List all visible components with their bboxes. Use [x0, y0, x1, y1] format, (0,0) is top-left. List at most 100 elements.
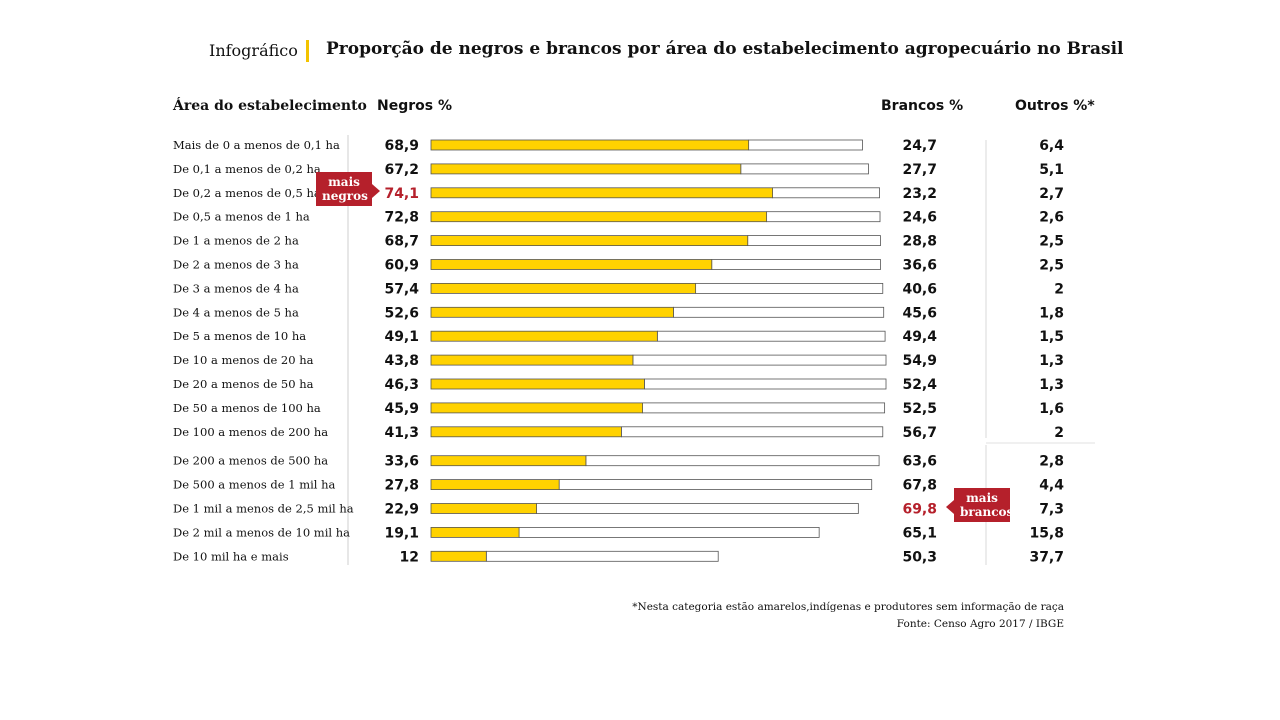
value-negros: 12: [400, 549, 419, 565]
value-brancos: 24,7: [902, 138, 937, 154]
bar-negros: [430, 187, 774, 199]
bar-brancos: [642, 402, 886, 414]
callout-brancos-line2: brancos: [960, 505, 1014, 519]
row-label: De 20 a menos de 50 ha: [173, 377, 314, 391]
bar-negros: [430, 503, 537, 514]
bar-brancos: [644, 378, 887, 390]
row-label: De 2 mil a menos de 10 mil ha: [173, 525, 350, 539]
value-brancos: 52,5: [902, 401, 937, 417]
bar-negros: [430, 330, 658, 342]
row-label: De 3 a menos de 4 ha: [173, 281, 299, 295]
value-negros: 45,9: [384, 401, 419, 417]
value-brancos: 65,1: [902, 525, 937, 541]
callout-mais-negros: mais negros: [316, 172, 380, 206]
value-brancos: 23,2: [902, 186, 937, 202]
value-negros: 68,7: [384, 234, 419, 250]
callout-negros-line2: negros: [322, 189, 368, 203]
value-brancos: 67,8: [902, 478, 937, 494]
value-negros: 52,6: [384, 305, 419, 321]
value-negros: 60,9: [384, 258, 419, 274]
row-label: De 100 a menos de 200 ha: [173, 425, 328, 439]
value-outros: 2,6: [1039, 210, 1064, 226]
value-outros: 15,8: [1029, 525, 1064, 541]
footnote: *Nesta categoria estão amarelos,indígena…: [632, 599, 1064, 633]
bar-brancos: [536, 503, 859, 514]
row-label: Mais de 0 a menos de 0,1 ha: [173, 138, 340, 152]
bar-negros: [430, 479, 560, 491]
row-label: De 0,1 a menos de 0,2 ha: [173, 162, 321, 176]
column-header-brancos: Brancos %: [881, 98, 964, 114]
bar-brancos: [747, 235, 881, 247]
value-brancos: 69,8: [902, 502, 937, 518]
value-brancos: 27,7: [902, 162, 937, 178]
value-outros: 1,8: [1039, 305, 1064, 321]
bar-negros: [430, 163, 742, 175]
value-outros: 1,5: [1039, 329, 1064, 345]
bar-negros: [430, 211, 768, 223]
value-brancos: 36,6: [902, 258, 937, 274]
column-header-area: Área do estabelecimento: [173, 98, 367, 114]
infografico-kicker: Infográfico: [209, 41, 298, 60]
footnote-source: Fonte: Censo Agro 2017 / IBGE: [896, 618, 1064, 630]
bar-negros: [430, 282, 697, 294]
row-label: De 500 a menos de 1 mil ha: [173, 478, 336, 492]
value-outros: 2: [1054, 425, 1064, 441]
value-outros: 1,6: [1039, 401, 1064, 417]
bar-brancos: [711, 259, 881, 270]
value-brancos: 54,9: [902, 353, 937, 369]
value-negros: 57,4: [384, 281, 419, 297]
value-negros: 72,8: [384, 210, 419, 226]
row-label: De 200 a menos de 500 ha: [173, 454, 328, 468]
value-negros: 33,6: [384, 454, 419, 470]
bar-brancos: [766, 211, 881, 223]
value-negros: 74,1: [384, 186, 419, 202]
bar-negros: [430, 306, 674, 318]
bar-negros: [430, 402, 643, 414]
value-outros: 2: [1054, 281, 1064, 297]
row-label: De 2 a menos de 3 ha: [173, 258, 299, 272]
value-outros: 1,3: [1039, 353, 1064, 369]
value-negros: 43,8: [384, 353, 419, 369]
bar-brancos: [485, 550, 719, 562]
row-label: De 0,5 a menos de 1 ha: [173, 210, 310, 224]
title-divider: [306, 40, 309, 62]
value-negros: 46,3: [384, 377, 419, 393]
bar-negros: [430, 235, 749, 247]
value-outros: 2,5: [1039, 234, 1064, 250]
bar-brancos: [740, 163, 869, 175]
value-outros: 5,1: [1039, 162, 1064, 178]
value-negros: 67,2: [384, 162, 419, 178]
value-brancos: 50,3: [902, 549, 937, 565]
value-outros: 1,3: [1039, 377, 1064, 393]
bar-negros: [430, 455, 587, 467]
value-negros: 41,3: [384, 425, 419, 441]
row-label: De 4 a menos de 5 ha: [173, 305, 299, 319]
chart-title: Proporção de negros e brancos por área d…: [326, 39, 1124, 59]
bar-negros: [430, 139, 750, 151]
bar-negros: [430, 378, 645, 390]
bar-brancos: [748, 139, 863, 151]
value-negros: 19,1: [384, 525, 419, 541]
value-outros: 6,4: [1039, 138, 1064, 154]
row-label: De 0,2 a menos de 0,5 ha: [173, 186, 321, 200]
value-brancos: 49,4: [902, 329, 937, 345]
bar-brancos: [695, 282, 884, 294]
callout-mais-brancos: mais brancos: [946, 488, 1014, 522]
value-brancos: 28,8: [902, 234, 937, 250]
value-brancos: 45,6: [902, 305, 937, 321]
value-negros: 68,9: [384, 138, 419, 154]
bar-negros: [430, 259, 713, 270]
value-outros: 7,3: [1039, 502, 1064, 518]
value-outros: 2,5: [1039, 258, 1064, 274]
bar-brancos: [673, 306, 885, 318]
row-label: De 1 a menos de 2 ha: [173, 234, 299, 248]
value-negros: 49,1: [384, 329, 419, 345]
value-brancos: 24,6: [902, 210, 937, 226]
row-label: De 1 mil a menos de 2,5 mil ha: [173, 502, 354, 516]
row-label: De 5 a menos de 10 ha: [173, 329, 306, 343]
value-brancos: 56,7: [902, 425, 937, 441]
value-outros: 2,8: [1039, 454, 1064, 470]
callout-negros-line1: mais: [328, 175, 360, 189]
column-header-negros: Negros %: [377, 98, 452, 114]
